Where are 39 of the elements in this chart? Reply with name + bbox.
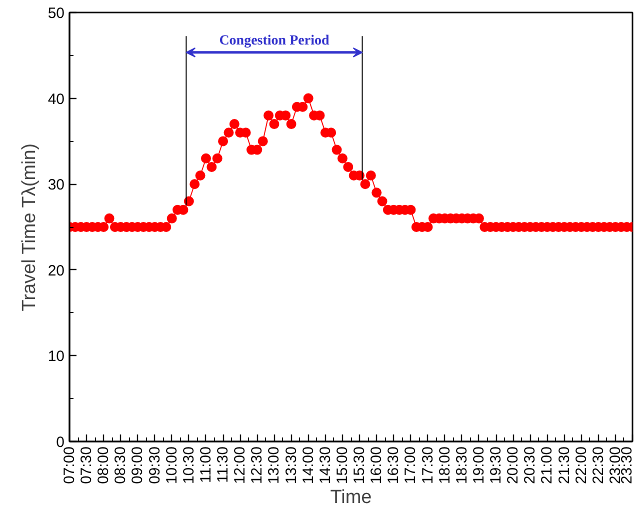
x-tick-label: 20:30 xyxy=(522,446,539,484)
x-tick-label: 14:00 xyxy=(300,446,317,484)
x-tick-label: 15:00 xyxy=(334,446,351,484)
x-tick-label: 18:00 xyxy=(436,446,454,484)
y-tick-label: 20 xyxy=(48,262,65,280)
x-tick-label: 09:00 xyxy=(129,446,146,484)
x-tick-label: 12:30 xyxy=(248,446,266,484)
x-tick-label: 09:30 xyxy=(146,446,164,484)
y-tick-label: 50 xyxy=(48,5,65,22)
x-tick-label: 18:30 xyxy=(453,446,470,484)
x-tick-label: 22:00 xyxy=(572,446,590,484)
x-tick-label: 10:00 xyxy=(163,446,180,484)
y-tick-label: 10 xyxy=(48,348,65,366)
y-tick-label: 30 xyxy=(48,176,65,194)
x-tick-label: 17:00 xyxy=(402,446,420,484)
x-tick-label: 10:30 xyxy=(180,446,198,484)
x-tick-label: 20:00 xyxy=(504,446,522,484)
x-tick-label: 21:00 xyxy=(538,446,556,484)
x-tick-label: 19:30 xyxy=(488,446,505,484)
x-tick-label: 08:30 xyxy=(112,446,130,484)
y-axis-title: Travel Time Tλ(min) xyxy=(18,143,40,312)
x-tick-label: 15:30 xyxy=(351,446,368,484)
x-tick-label: 17:30 xyxy=(419,446,436,484)
x-tick-label: 13:00 xyxy=(266,446,283,484)
x-axis-title: Time xyxy=(330,487,372,508)
x-tick-label: 16:00 xyxy=(368,446,386,484)
x-tick-label: 16:30 xyxy=(385,446,402,484)
x-tick-label: 11:30 xyxy=(214,446,232,483)
y-tick-label: 40 xyxy=(48,90,65,108)
x-tick-label: 07:30 xyxy=(78,446,96,484)
annotation: Congestion Period xyxy=(219,33,330,48)
x-tick-label: 12:00 xyxy=(232,446,249,484)
x-tick-label: 19:00 xyxy=(470,446,488,484)
x-tick-label: 22:30 xyxy=(590,446,607,484)
x-tick-label: 11:00 xyxy=(197,446,214,483)
x-tick-label: 13:30 xyxy=(282,446,300,484)
x-tick-label: 08:00 xyxy=(95,446,112,484)
x-tick-label: 21:30 xyxy=(556,446,573,484)
x-tick-label: 14:30 xyxy=(316,446,334,484)
